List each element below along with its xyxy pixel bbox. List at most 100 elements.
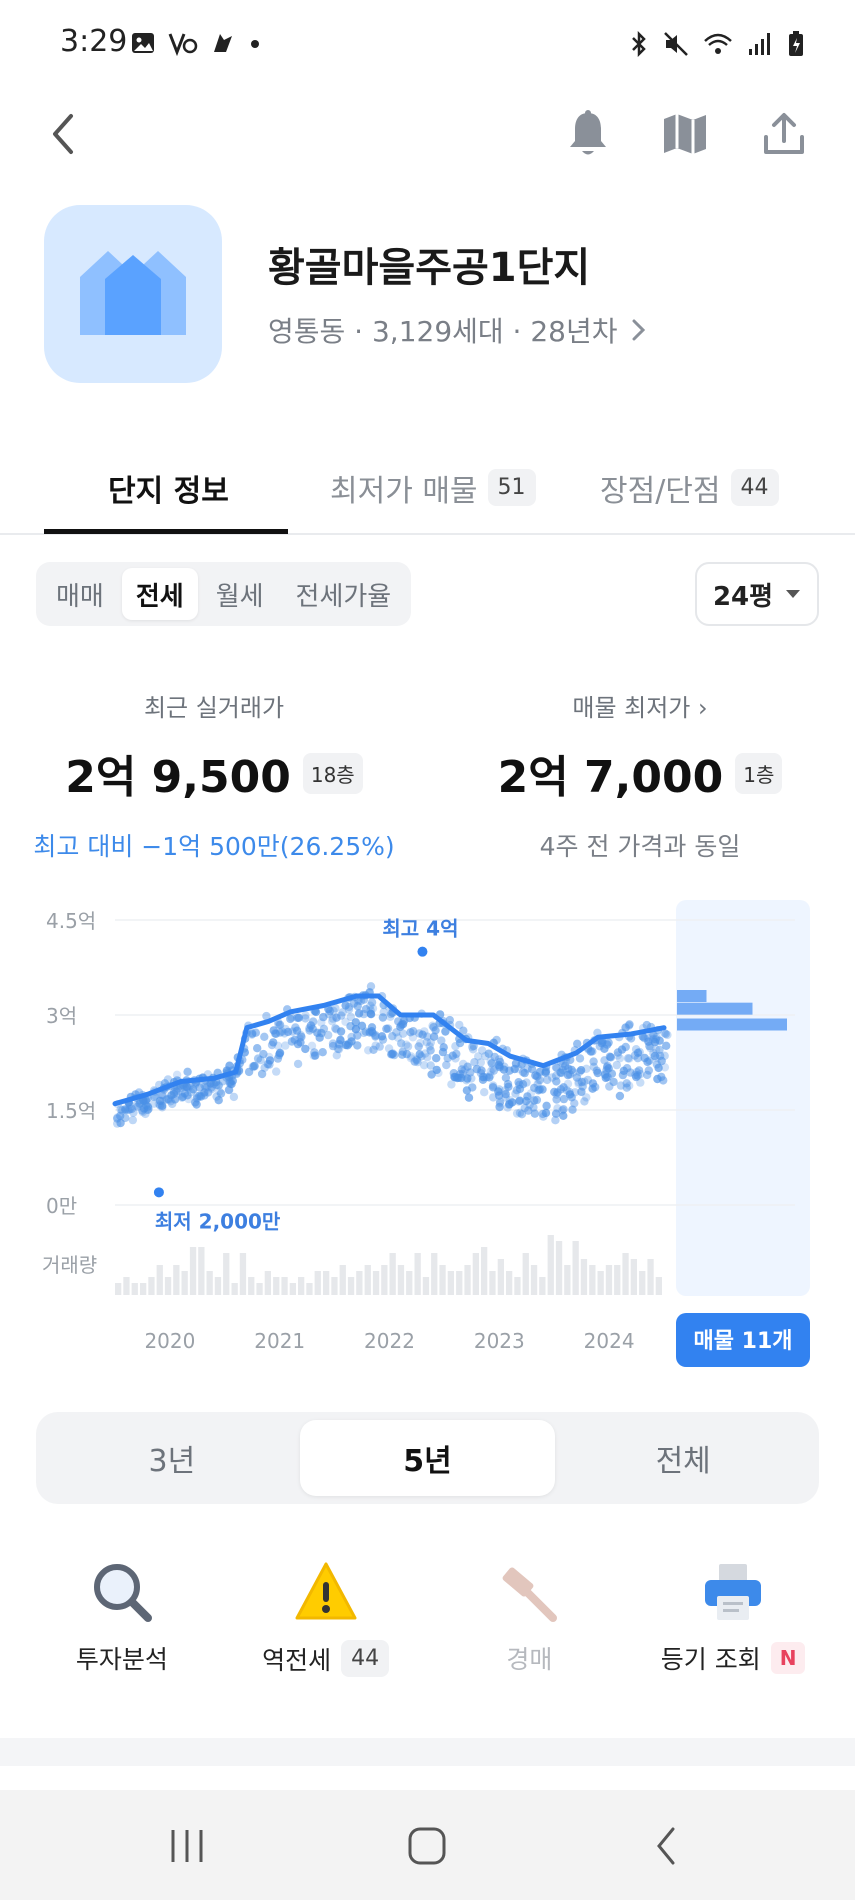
trade-point <box>379 1008 388 1017</box>
volume-bar <box>264 1271 271 1295</box>
trade-point <box>402 1040 411 1049</box>
volume-bar <box>564 1265 571 1295</box>
period-selector: 3년 5년 전체 <box>36 1412 819 1504</box>
trade-point <box>386 1009 396 1019</box>
trade-point <box>361 1005 371 1014</box>
recent-trade-section: 최근 실거래가 2억 9,500 18층 최고 대비 −1억 500만(26.2… <box>14 688 414 863</box>
trade-point <box>551 1116 560 1125</box>
trade-point <box>626 1068 635 1077</box>
volume-bar <box>547 1235 554 1295</box>
trade-point <box>301 1014 310 1023</box>
trade-point <box>366 982 376 991</box>
trade-point <box>604 1038 613 1047</box>
trade-point <box>306 1021 316 1030</box>
volume-bar <box>464 1265 471 1295</box>
trade-point <box>530 1109 540 1118</box>
trade-point <box>287 1013 296 1022</box>
listing-bar <box>677 990 707 1002</box>
trade-point <box>301 1011 310 1020</box>
back-button[interactable] <box>34 104 94 164</box>
map-button[interactable] <box>655 104 715 164</box>
trade-point <box>486 1067 495 1076</box>
trade-point <box>226 1079 235 1089</box>
trade-point <box>487 1059 496 1068</box>
battery-icon <box>789 31 803 56</box>
trade-point <box>565 1087 574 1097</box>
trade-point <box>515 1080 524 1089</box>
listing-count-button[interactable] <box>676 1313 810 1367</box>
trade-point <box>467 1042 477 1052</box>
volume-bar <box>447 1271 454 1295</box>
period-3y[interactable]: 3년 <box>148 1444 196 1479</box>
tab-complex-info[interactable]: 단지 정보 <box>108 440 229 535</box>
trade-point <box>612 1060 621 1070</box>
period-all[interactable]: 전체 <box>655 1444 711 1479</box>
active-tab-indicator <box>44 529 288 534</box>
complex-meta-link[interactable]: 영통동 · 3,129세대 · 28년차 <box>268 310 648 350</box>
chevron-right-icon <box>632 319 645 341</box>
trade-point <box>128 1115 137 1125</box>
system-back-button[interactable] <box>636 1816 696 1876</box>
deal-type-sale[interactable]: 매매 <box>56 581 104 612</box>
max-label: 최고 4억 <box>382 917 458 941</box>
trade-point <box>586 1047 595 1056</box>
quick-registry-lookup[interactable]: 등기 조회 N <box>638 1560 828 1690</box>
tab-lowest-listings[interactable]: 최저가 매물 51 <box>330 440 536 535</box>
lowest-listing-label: 매물 최저가 <box>572 694 691 722</box>
trade-point <box>562 1086 571 1095</box>
notification-button[interactable] <box>558 104 618 164</box>
trade-point <box>155 1096 165 1106</box>
trade-point <box>310 1048 319 1057</box>
trade-point <box>660 1051 669 1060</box>
trade-point <box>605 1082 614 1091</box>
quick-investment-analysis[interactable]: 투자분석 <box>27 1560 217 1690</box>
lowest-listing-link[interactable]: 매물 최저가 › <box>440 688 840 723</box>
period-5y[interactable]: 5년 <box>299 1420 556 1496</box>
trade-point <box>388 1049 398 1058</box>
volume-label: 거래량 <box>42 1253 97 1277</box>
trade-point <box>577 1087 586 1097</box>
trade-point <box>429 1032 439 1041</box>
complex-thumbnail <box>44 205 222 383</box>
trade-point <box>588 1079 598 1088</box>
area-dropdown[interactable]: 24평 <box>695 562 819 626</box>
caret-down-icon <box>786 590 801 598</box>
listing-count-label: 매물 11개 <box>694 1329 793 1354</box>
trade-point <box>559 1105 568 1114</box>
share-button[interactable] <box>754 104 814 164</box>
tab-pros-cons[interactable]: 장점/단점 44 <box>600 440 779 535</box>
home-button[interactable] <box>397 1816 457 1876</box>
trade-point <box>256 1055 265 1065</box>
trade-point <box>429 1023 438 1032</box>
app-notification-icon <box>214 34 232 52</box>
volume-bar <box>239 1253 247 1295</box>
recent-apps-button[interactable] <box>157 1816 217 1876</box>
trade-point <box>332 1013 341 1022</box>
trade-point <box>357 1021 367 1030</box>
apartment-icon <box>80 251 186 335</box>
deal-type-monthly-rent[interactable]: 월세 <box>215 581 264 612</box>
y-tick-label: 0만 <box>46 1194 77 1218</box>
listing-panel-bg <box>676 900 810 1296</box>
trade-point <box>420 1061 429 1070</box>
deal-type-jeonse[interactable]: 전세 <box>121 568 198 620</box>
trade-point <box>253 1044 262 1053</box>
trade-point <box>642 1020 651 1030</box>
trade-point <box>369 1045 378 1054</box>
trade-point <box>214 1081 223 1090</box>
deal-type-jeonse-ratio[interactable]: 전세가율 <box>295 581 392 612</box>
quick-auction[interactable]: 경매 <box>434 1560 624 1690</box>
tab-label: 단지 정보 <box>108 473 229 509</box>
tab-count-badge: 44 <box>730 469 779 506</box>
trade-point <box>529 1103 538 1112</box>
trade-point <box>451 1054 460 1063</box>
quick-reverse-jeonse[interactable]: 역전세 44 <box>231 1560 421 1690</box>
trade-point <box>534 1086 543 1095</box>
trade-point <box>486 1071 495 1080</box>
trade-point <box>557 1068 566 1078</box>
trade-point <box>643 1070 652 1080</box>
trade-point <box>229 1092 239 1102</box>
trade-point <box>432 1054 441 1063</box>
trade-point <box>344 1005 354 1014</box>
